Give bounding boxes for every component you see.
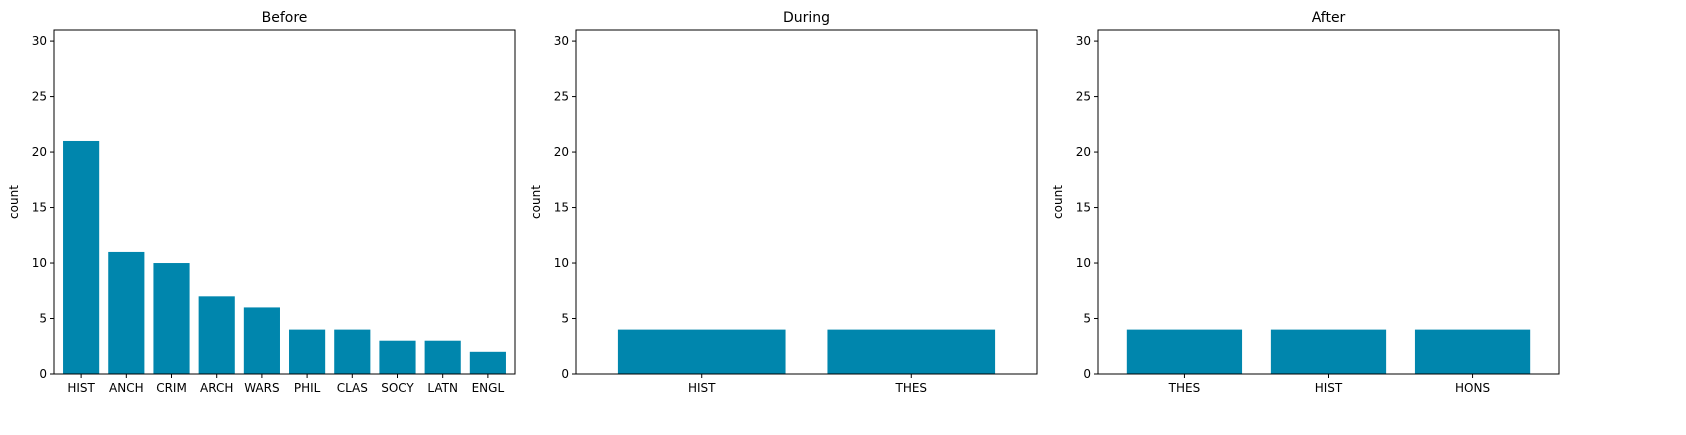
y-tick-label: 10 — [554, 256, 569, 270]
bar-clas — [334, 329, 371, 374]
y-tick-label: 30 — [554, 34, 569, 48]
x-tick-label: LATN — [427, 381, 458, 395]
x-tick-label: WARS — [244, 381, 279, 395]
y-tick-label: 0 — [561, 367, 569, 381]
bar-hist — [1270, 329, 1387, 374]
plot-frame — [575, 29, 1038, 375]
bar-socy — [379, 340, 416, 374]
x-tick-label: SOCY — [381, 381, 414, 395]
y-tick-label: 25 — [1076, 90, 1091, 104]
chart-title: During — [783, 10, 830, 26]
y-tick-label: 25 — [32, 90, 47, 104]
y-tick-label: 30 — [32, 34, 47, 48]
y-tick-label: 5 — [1083, 312, 1091, 326]
y-tick-label: 0 — [39, 367, 47, 381]
bar-wars — [243, 307, 280, 374]
chart-title: Before — [262, 10, 308, 26]
x-tick-label: HIST — [1315, 381, 1343, 395]
y-tick-label: 20 — [32, 145, 47, 159]
bar-hist — [63, 140, 100, 374]
x-tick-label: THES — [1168, 381, 1201, 395]
chart-after: After count 0 5 10 15 20 25 30 THES HIST HONS — [1051, 10, 1560, 395]
x-tick-label: HIST — [67, 381, 95, 395]
y-tick-label: 15 — [1076, 201, 1091, 215]
x-tick-label: ARCH — [200, 381, 233, 395]
y-tick-label: 0 — [1083, 367, 1091, 381]
bar-latn — [424, 340, 461, 374]
x-tick-label: CRIM — [156, 381, 187, 395]
chart-before: Before count 0 5 10 15 20 25 30 HIST ANCH CRIM ARC… — [7, 10, 516, 395]
y-tick-label: 5 — [561, 312, 569, 326]
y-tick-label: 20 — [1076, 145, 1091, 159]
y-tick-label: 10 — [32, 256, 47, 270]
bar-crim — [153, 263, 190, 374]
x-tick-label: CLAS — [337, 381, 368, 395]
bar-thes — [827, 329, 996, 374]
y-tick-label: 30 — [1076, 34, 1091, 48]
bar-phil — [289, 329, 326, 374]
bar-thes — [1126, 329, 1243, 374]
y-axis-label: count — [7, 185, 21, 219]
bar-arch — [198, 296, 235, 374]
x-tick-label: THES — [894, 381, 927, 395]
x-tick-label: PHIL — [294, 381, 321, 395]
y-tick-label: 5 — [39, 312, 47, 326]
x-tick-label: HONS — [1455, 381, 1490, 395]
y-tick-label: 15 — [554, 201, 569, 215]
bar-hist — [617, 329, 786, 374]
y-axis-label: count — [529, 185, 543, 219]
x-tick-label: ENGL — [472, 381, 505, 395]
y-tick-label: 20 — [554, 145, 569, 159]
y-tick-label: 10 — [1076, 256, 1091, 270]
plot-frame — [53, 29, 516, 375]
bar-anch — [108, 251, 145, 374]
y-tick-label: 25 — [554, 90, 569, 104]
bar-hons — [1414, 329, 1531, 374]
x-tick-label: ANCH — [109, 381, 144, 395]
chart-during: During count 0 5 10 15 20 25 30 HIST THES — [529, 10, 1038, 395]
y-tick-label: 15 — [32, 201, 47, 215]
x-tick-label: HIST — [688, 381, 716, 395]
plot-frame — [1097, 29, 1560, 375]
chart-title: After — [1312, 10, 1346, 26]
bar-engl — [469, 351, 506, 374]
y-axis-label: count — [1051, 185, 1065, 219]
